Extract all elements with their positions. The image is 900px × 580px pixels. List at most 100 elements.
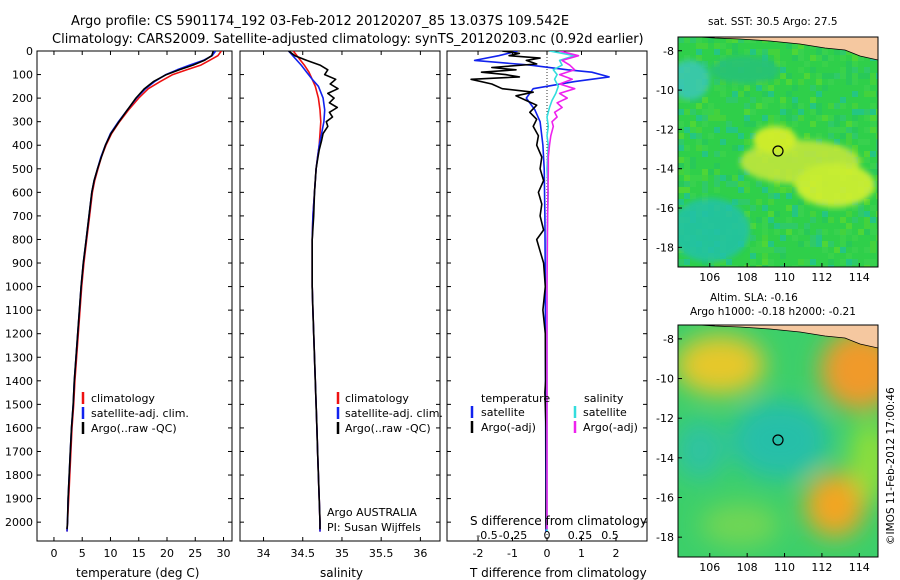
sst-cell <box>762 211 768 217</box>
sst-cell <box>804 259 810 265</box>
sst-cell <box>816 229 822 235</box>
sst-cell <box>720 175 726 181</box>
sst-cell <box>714 151 720 157</box>
sst-cell <box>774 223 780 229</box>
sst-cell <box>684 259 690 265</box>
sst-cell <box>768 259 774 265</box>
figure-title-line1: Argo profile: CS 5901174_192 03-Feb-2012… <box>71 14 569 29</box>
sst-cell <box>810 85 816 91</box>
difference-legend-salinity: salinity satellite Argo(-adj) <box>573 392 638 434</box>
sst-cell <box>750 145 756 151</box>
sst-cell <box>774 247 780 253</box>
argo-position-marker <box>772 145 784 157</box>
sst-cell <box>852 109 858 115</box>
sst-cell <box>678 163 684 169</box>
sst-cell <box>702 97 708 103</box>
series-line-t-argo-adj- <box>470 51 548 530</box>
sst-cell <box>732 199 738 205</box>
salinity-panel-frame <box>239 50 441 542</box>
sst-cell <box>864 91 870 97</box>
sst-cell <box>696 49 702 55</box>
sst-cell <box>786 73 792 79</box>
sst-cell <box>786 247 792 253</box>
sst-cell <box>708 49 714 55</box>
sst-cell <box>858 205 864 211</box>
sst-cell <box>786 109 792 115</box>
sst-cell <box>726 97 732 103</box>
sst-cell <box>810 97 816 103</box>
sst-map-frame <box>677 36 879 268</box>
sst-cell <box>846 211 852 217</box>
depth-tick-label: 900 <box>12 257 33 270</box>
sst-map-ticks: 106 108 110 112 114 -8 -10 -12 -14 -16 -18 <box>656 45 870 284</box>
sst-cell <box>720 169 726 175</box>
sst-cell <box>798 259 804 265</box>
sst-cell <box>774 193 780 199</box>
sst-cell <box>678 151 684 157</box>
sst-cool-patch <box>710 56 780 84</box>
sst-cell <box>798 241 804 247</box>
sst-cell <box>840 235 846 241</box>
sst-cell <box>870 241 876 247</box>
sst-cell <box>876 139 878 145</box>
sst-cell <box>834 49 840 55</box>
sst-cell <box>822 241 828 247</box>
map-x-tick-label: 114 <box>849 561 870 574</box>
sst-cell <box>870 247 876 253</box>
sst-cell <box>792 259 798 265</box>
sst-cell <box>684 145 690 151</box>
sst-cell <box>864 139 870 145</box>
sst-cell <box>852 115 858 121</box>
series-line-s-argo-adj- <box>546 51 580 530</box>
sst-cell <box>684 265 690 267</box>
sst-cell <box>858 73 864 79</box>
sst-cell <box>798 67 804 73</box>
sst-cell <box>840 49 846 55</box>
sst-cell <box>684 187 690 193</box>
sst-cell <box>714 97 720 103</box>
x-tick-label: 10 <box>103 547 117 560</box>
sst-cell <box>864 235 870 241</box>
sst-cell <box>810 67 816 73</box>
sst-cell <box>714 169 720 175</box>
temperature-series <box>66 51 222 532</box>
map-x-tick-label: 106 <box>699 271 720 284</box>
sst-cell <box>780 109 786 115</box>
sst-cell <box>816 133 822 139</box>
sla-high-patch <box>678 335 765 395</box>
sst-cell <box>852 205 858 211</box>
x-tick-label: -1 <box>507 547 518 560</box>
sst-cell <box>864 199 870 205</box>
sst-cell <box>804 127 810 133</box>
sst-cell <box>786 193 792 199</box>
sst-cell <box>696 175 702 181</box>
sst-cell <box>858 109 864 115</box>
sla-high-patch <box>820 330 878 410</box>
sst-cell <box>762 205 768 211</box>
sst-cell <box>810 229 816 235</box>
sst-cell <box>804 79 810 85</box>
sst-cell <box>678 109 684 115</box>
sst-cell <box>840 241 846 247</box>
sst-cell <box>774 181 780 187</box>
sst-cell <box>792 265 798 267</box>
sst-cell <box>738 169 744 175</box>
sst-cell <box>828 73 834 79</box>
sst-cell <box>768 97 774 103</box>
depth-tick-label: 300 <box>12 116 33 129</box>
sst-cell <box>840 67 846 73</box>
legend-label-s-argo: Argo(-adj) <box>583 421 638 434</box>
legend-label-satellite: satellite-adj. clim. <box>91 407 189 420</box>
sst-cell <box>870 109 876 115</box>
sst-cell <box>744 181 750 187</box>
sst-cell <box>834 139 840 145</box>
sst-cell <box>762 241 768 247</box>
figure-title-line2: Climatology: CARS2009. Satellite-adjuste… <box>52 32 644 47</box>
sst-cell <box>780 265 786 267</box>
sst-cell <box>696 145 702 151</box>
sst-cell <box>726 181 732 187</box>
sst-cell <box>762 187 768 193</box>
sst-cell <box>732 121 738 127</box>
sst-cell <box>774 49 780 55</box>
sst-cell <box>774 211 780 217</box>
